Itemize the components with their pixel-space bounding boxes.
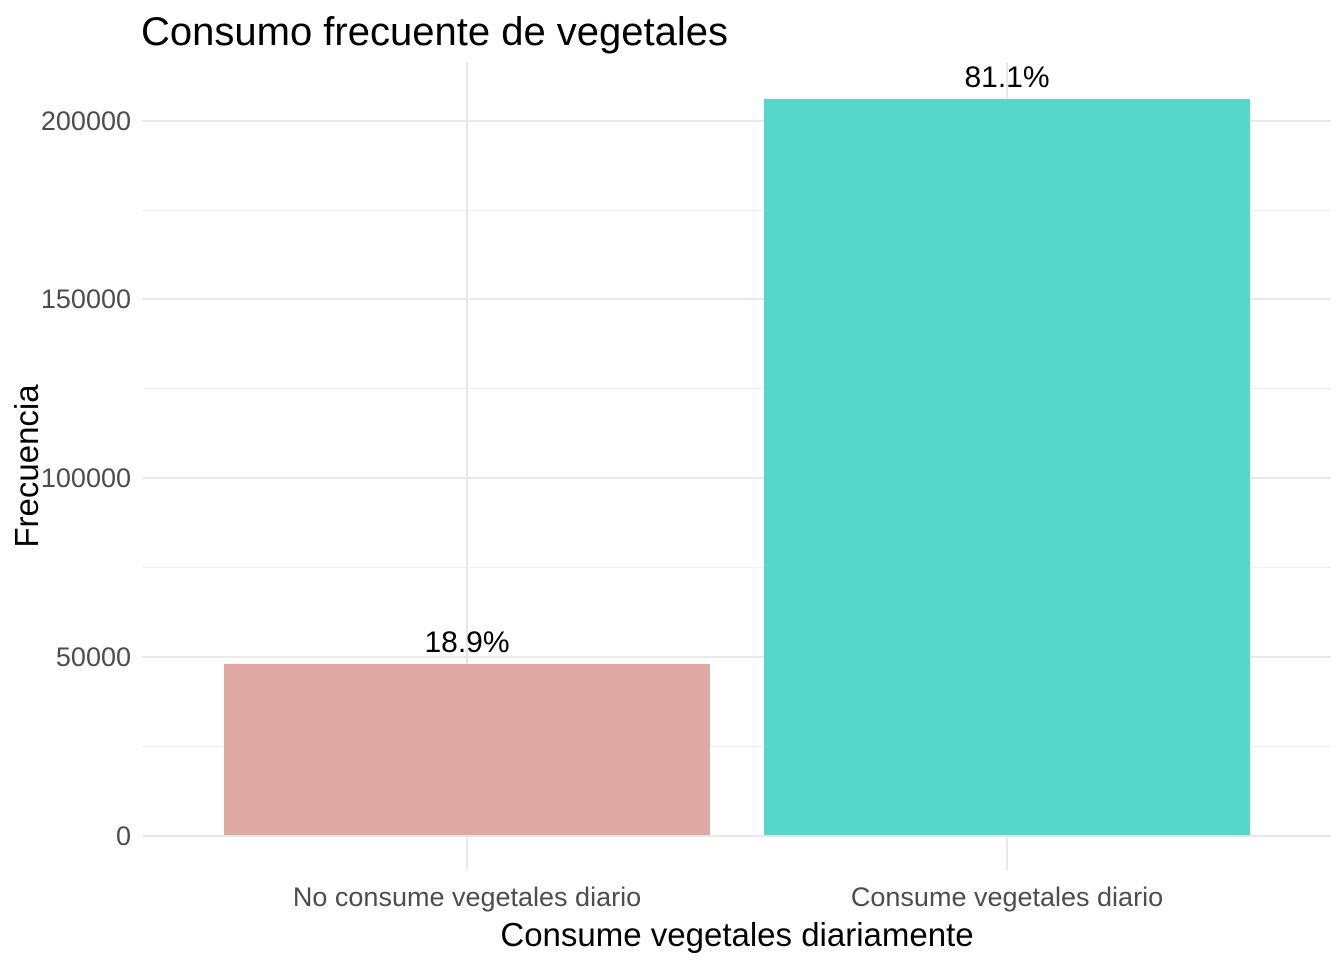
gridline-major [143,655,1331,658]
gridline-minor [143,745,1331,747]
gridline-major [143,298,1331,301]
gridline-vertical [466,62,468,870]
gridline-minor [143,566,1331,568]
gridline-major [143,477,1331,480]
y-tick-label: 0 [115,820,131,851]
bar-value-label: 81.1% [964,61,1050,95]
x-axis-title: Consume vegetales diariamente [500,916,974,953]
y-tick-label: 100000 [40,463,131,494]
y-tick-label: 150000 [40,284,131,315]
bar-value-label: 18.9% [424,625,510,659]
gridline-minor [143,388,1331,390]
bar-no-consume [224,663,710,836]
gridline-minor [143,209,1331,211]
gridline-major [143,119,1331,122]
x-tick-label: Consume vegetales diario [850,882,1164,912]
y-tick-label: 50000 [55,641,131,672]
chart-title: Consumo frecuente de vegetales [141,10,729,54]
y-tick-label: 200000 [40,105,131,136]
plot-panel [143,62,1331,870]
x-tick-label: No consume vegetales diario [292,882,642,912]
bar-consume [764,99,1250,836]
gridline-major [143,834,1331,837]
